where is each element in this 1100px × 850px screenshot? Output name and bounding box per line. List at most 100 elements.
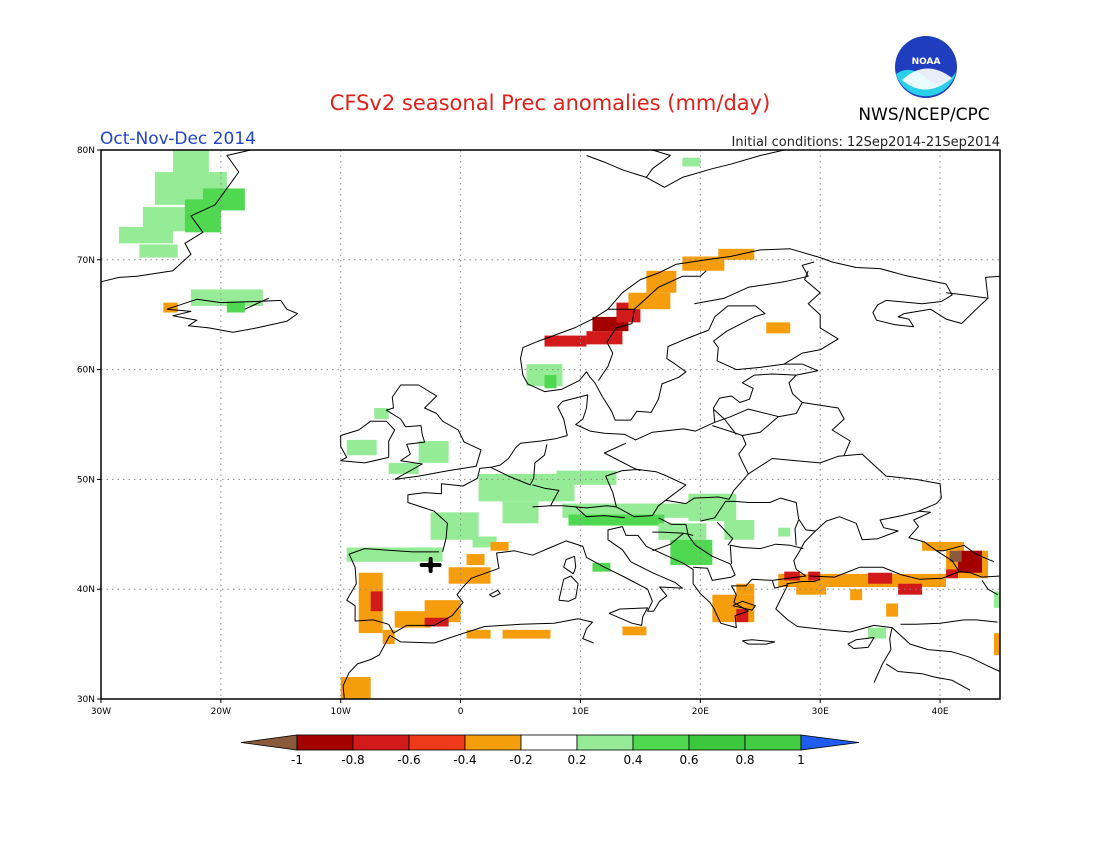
lon-tick-label: 30W	[91, 707, 111, 717]
anomaly-cell	[370, 591, 383, 612]
anomaly-cell	[424, 617, 449, 627]
coastline	[346, 526, 893, 683]
colorbar-label: -0.8	[341, 753, 364, 767]
coastline	[342, 635, 391, 700]
coastline	[605, 475, 617, 508]
colorbar-label: 0.6	[679, 753, 698, 767]
map-panel: 80N 70N 60N 50N 40N 30N 30W 20W 10W 0 10E 20E 30E 40…	[77, 146, 1001, 717]
coastline	[885, 663, 971, 691]
anomaly-cell	[202, 188, 245, 211]
coastline	[802, 402, 851, 456]
colorbar-label: 1	[797, 753, 805, 767]
lat-tick-label: 30N	[77, 695, 95, 705]
noaa-logo-bird-icon	[902, 68, 952, 90]
anomaly-cell	[226, 301, 245, 313]
coastline	[729, 543, 804, 564]
anomaly-cell	[394, 611, 431, 628]
anomaly-cell	[374, 408, 389, 420]
anomaly-cell	[949, 550, 962, 562]
coastline	[634, 270, 707, 310]
coastline	[714, 408, 780, 423]
coastline	[489, 589, 501, 598]
coastline	[407, 248, 1001, 553]
lon-tick-label: 20E	[692, 707, 709, 717]
coastline	[575, 506, 625, 519]
anomaly-cell	[472, 536, 497, 548]
map-frame	[100, 149, 1001, 700]
colorbar-segment	[632, 734, 690, 751]
coastline	[780, 497, 816, 532]
anomaly-cell	[502, 629, 551, 639]
colorbar-label: -1	[291, 753, 303, 767]
anomaly-cell	[682, 256, 725, 271]
coastline	[490, 444, 548, 486]
anomaly-cell	[682, 157, 701, 167]
anomaly-cell	[796, 584, 827, 595]
anomaly-cell	[466, 629, 491, 639]
latitude-axis: 80N 70N 60N 50N 40N 30N	[77, 146, 101, 705]
coastline	[742, 374, 803, 436]
lon-tick-label: 10W	[331, 707, 351, 717]
lat-tick-label: 40N	[77, 585, 95, 595]
anomaly-cell	[778, 527, 791, 537]
map-gridlines	[101, 150, 1000, 699]
lat-tick-label: 70N	[77, 256, 95, 266]
coastline	[783, 270, 839, 365]
anomaly-cell	[466, 554, 485, 566]
anomaly-cell	[658, 523, 707, 540]
coastline	[959, 571, 1001, 578]
coastline	[786, 578, 821, 585]
coastline	[936, 544, 995, 563]
lon-tick-label: 10E	[572, 707, 589, 717]
anomaly-cell	[340, 677, 371, 699]
lat-tick-label: 50N	[77, 475, 95, 485]
coastline	[532, 425, 749, 518]
agency-label: NWS/NCEP/CPC	[858, 105, 989, 125]
colorbar-segment	[296, 734, 354, 751]
anomaly-cell	[724, 520, 755, 540]
anomaly-cell	[784, 571, 800, 581]
anomaly-cell	[850, 589, 863, 601]
anomaly-cell	[568, 514, 665, 526]
lat-tick-label: 60N	[77, 366, 95, 376]
coastline	[847, 637, 875, 649]
marker-dot	[427, 561, 435, 569]
anomaly-cell	[502, 501, 539, 524]
anomaly-cell	[490, 541, 509, 551]
lon-tick-label: 20W	[211, 707, 231, 717]
anomaly-cell	[424, 600, 461, 623]
colorbar-segment	[520, 734, 578, 751]
anomaly-cell	[886, 603, 899, 617]
colorbar-segment	[688, 734, 746, 751]
anomaly-cell	[346, 439, 377, 456]
anomaly-cell	[622, 626, 647, 636]
anomaly-cell	[172, 150, 209, 178]
coastlines	[100, 149, 1001, 700]
coastline	[658, 517, 736, 581]
lat-tick-label: 80N	[77, 146, 95, 156]
colorbar-label: -0.2	[509, 753, 532, 767]
location-marker	[419, 557, 442, 574]
colorbar-label: -0.6	[397, 753, 420, 767]
colorbar-label: -0.4	[453, 753, 476, 767]
coastline	[652, 532, 684, 552]
colorbar-segment	[408, 734, 466, 751]
anomaly-cell	[946, 569, 959, 579]
anomaly-cell	[139, 244, 178, 258]
coastline	[652, 531, 694, 536]
lon-tick-label: 40E	[931, 707, 948, 717]
anomaly-cell	[868, 572, 893, 584]
anomaly-cells	[118, 150, 1000, 699]
coastline	[609, 607, 649, 626]
period-label: Oct-Nov-Dec 2014	[100, 129, 256, 149]
colorbar-label: 0.8	[735, 753, 754, 767]
anomaly-cell	[544, 335, 587, 347]
anomaly-cell	[958, 550, 983, 573]
chart-title: CFSv2 seasonal Prec anomalies (mm/day)	[330, 91, 771, 115]
colorbar-lower-extend	[240, 734, 298, 751]
colorbar-segment	[464, 734, 522, 751]
coastline	[748, 453, 942, 512]
anomaly-cell	[736, 608, 749, 623]
colorbar-label: 0.4	[623, 753, 642, 767]
colorbar: -1 -0.8 -0.6 -0.4 -0.2 0.2 0.4 0.6 0.8 1	[240, 734, 860, 767]
